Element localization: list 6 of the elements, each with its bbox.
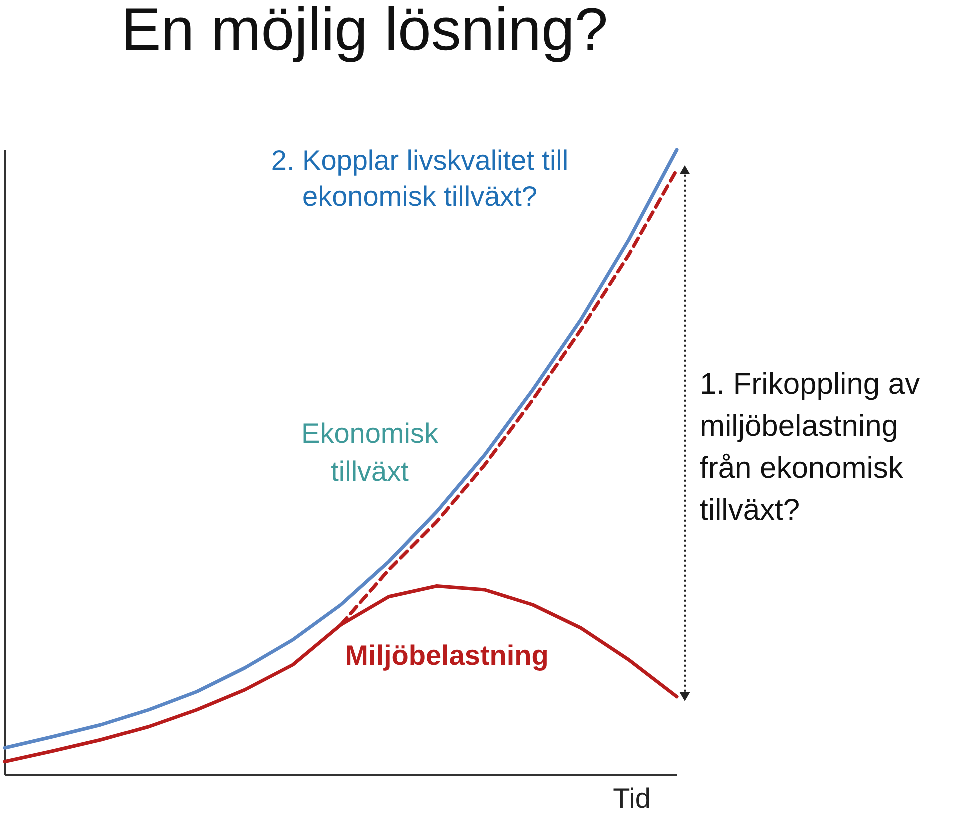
chart-title: En möjlig lösning?: [121, 0, 608, 63]
series-label: Ekonomisk tillväxt: [302, 418, 440, 487]
text: 1. Frikoppling av miljöbelastning från ekonomisk tillväxt?: [700, 368, 920, 527]
series-label: Miljöbelastning: [345, 640, 549, 671]
annotation: 2. Kopplar livskvalitet till ekonomisk tillväxt?: [271, 145, 569, 212]
x-axis-title: Tid: [613, 783, 651, 814]
